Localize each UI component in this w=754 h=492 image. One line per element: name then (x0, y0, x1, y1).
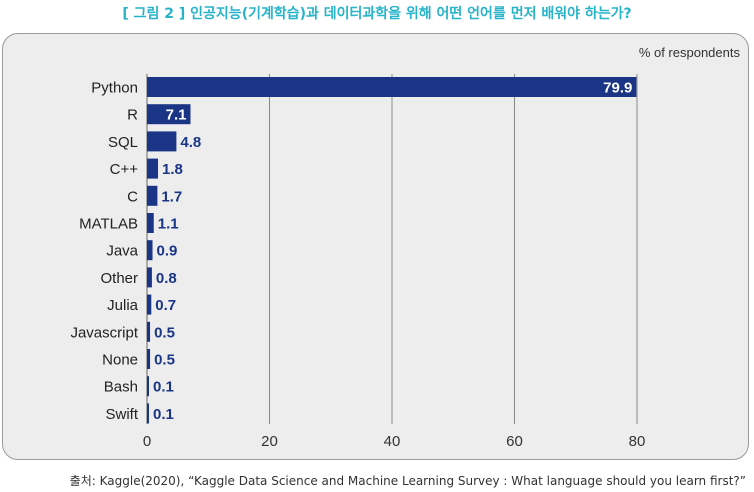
category-label: SQL (108, 134, 138, 151)
value-label: 0.7 (155, 297, 176, 314)
bar (147, 349, 151, 369)
bar (147, 321, 151, 342)
category-label: MATLAB (79, 216, 138, 233)
value-label: 0.5 (154, 352, 175, 369)
category-label: Julia (107, 297, 139, 314)
x-tick-label: 40 (384, 433, 401, 450)
category-label: Javascript (70, 324, 138, 341)
x-tick-label: 80 (629, 433, 646, 450)
figure-title: [ 그림 2 ] 인공지능(기계학습)과 데이터과학을 위해 어떤 언어를 먼저… (122, 6, 632, 22)
category-label: None (102, 352, 138, 369)
x-tick-label: 0 (143, 433, 151, 450)
value-label: 1.8 (162, 161, 183, 178)
category-label: C++ (110, 161, 139, 178)
value-label: 0.1 (153, 379, 174, 396)
category-label: Swift (105, 406, 138, 423)
value-label: 7.1 (166, 107, 187, 124)
value-label: 0.5 (154, 324, 175, 341)
category-label: Bash (104, 379, 138, 396)
bar (147, 185, 158, 206)
category-label: Python (91, 80, 138, 97)
value-label: 1.1 (158, 216, 179, 233)
chart-panel (2, 33, 749, 460)
category-label: R (127, 107, 138, 124)
value-label: 4.8 (180, 134, 201, 151)
category-label: Other (100, 270, 138, 287)
x-tick-label: 20 (261, 433, 278, 450)
value-label: 0.8 (156, 270, 177, 287)
bar (147, 158, 159, 179)
value-label: 79.9 (603, 80, 632, 97)
category-label: Java (106, 243, 138, 260)
value-label: 1.7 (161, 188, 182, 205)
bar (147, 267, 152, 288)
bar (147, 240, 153, 261)
unit-label: % of respondents (638, 45, 740, 60)
x-tick-label: 60 (506, 433, 523, 450)
bar (147, 376, 149, 397)
bar (147, 403, 149, 424)
bar (147, 294, 152, 315)
bar (147, 213, 154, 233)
bar (147, 104, 191, 125)
bar (147, 77, 637, 97)
category-label: C (127, 188, 138, 205)
bar (147, 131, 177, 152)
source-note: 출처: Kaggle(2020), “Kaggle Data Science a… (69, 474, 746, 488)
value-label: 0.9 (157, 243, 178, 260)
value-label: 0.1 (153, 406, 174, 423)
